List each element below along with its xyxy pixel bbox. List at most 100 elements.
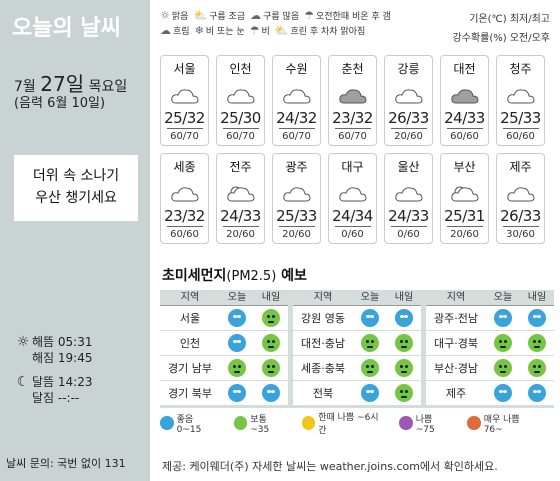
legend-label: 흐린 후 차차 맑아짐 [290, 27, 366, 37]
dust-title-end: 예보 [276, 268, 307, 284]
city-temperature: 24/33 [220, 207, 261, 225]
normal-face-icon [262, 309, 280, 327]
legend-item: ☁ 흐림 [160, 23, 190, 38]
dust-row: 대전·충남 [293, 331, 421, 356]
divider [390, 128, 427, 129]
rain-icon: ☂ [249, 24, 260, 37]
normal-face-icon [528, 359, 546, 377]
cloudy-icon [338, 185, 368, 202]
partly-cloudy-icon [226, 185, 256, 202]
city-name: 제주 [509, 160, 532, 174]
good-face-icon [228, 334, 246, 352]
dust-legend-item: 나쁨 ~75 [399, 412, 453, 435]
lunar-date: (음력 6월 10일) [14, 96, 106, 111]
city-precipitation: 60/60 [170, 229, 199, 240]
dust-title-main: 초미세먼지 [162, 268, 227, 284]
dust-region: 부산·경남 [434, 362, 478, 375]
legend-item: ❄ 비 또는 눈 [195, 23, 245, 38]
clearing-icon: ⛅ [274, 24, 289, 37]
city-precipitation: 20/60 [226, 229, 255, 240]
city-card: 대구 24/34 0/60 [328, 153, 377, 244]
legend-label: 오전한때 비온 후 갬 [315, 12, 391, 22]
divider [334, 226, 371, 227]
dust-header: 지역 오늘 내일 [160, 290, 288, 306]
dust-region: 광주·전남 [434, 312, 478, 325]
dust-row: 경기 남부 [160, 356, 288, 381]
city-precipitation: 60/60 [506, 131, 535, 142]
city-name: 세종 [173, 160, 196, 174]
city-name: 대구 [341, 160, 364, 174]
city-precipitation: 0/60 [341, 229, 364, 240]
face-icon [233, 416, 248, 430]
normal-face-icon [361, 359, 379, 377]
city-card: 인천 25/30 60/70 [216, 55, 265, 146]
dust-region: 인천 [179, 337, 201, 350]
cloudy-icon [282, 185, 312, 202]
partly-cloudy-icon [450, 185, 480, 202]
divider [390, 226, 427, 227]
dust-legend-label: 매우 나쁨 76~ [483, 414, 520, 435]
city-card: 청주 25/33 60/60 [496, 55, 545, 146]
city-card: 대전 24/33 60/60 [440, 55, 489, 146]
divider [446, 128, 483, 129]
city-card: 전주 24/33 20/60 [216, 153, 265, 244]
overcast-icon: ☁ [160, 24, 171, 37]
city-precipitation: 60/70 [282, 131, 311, 142]
dust-row: 경기 북부 [160, 381, 288, 406]
left-panel: 오늘의 날씨 7월 27일 목요일 (음력 6월 10일) 더위 속 소나기 우… [0, 0, 150, 481]
city-name: 서울 [173, 62, 196, 76]
city-temperature: 25/31 [444, 207, 485, 225]
city-temperature: 24/32 [276, 109, 317, 127]
dust-row: 부산·경남 [426, 356, 554, 381]
legend-label: 흐림 [173, 27, 190, 37]
face-icon [467, 416, 481, 430]
dust-header: 지역 오늘 내일 [426, 290, 554, 306]
cloudy-icon [170, 185, 200, 202]
face-icon [301, 416, 316, 430]
dust-region: 강원 영동 [301, 312, 345, 325]
divider [446, 226, 483, 227]
dust-header-region: 지역 [313, 292, 333, 303]
date: 7월 27일 목요일 [14, 68, 127, 97]
city-temperature: 26/33 [500, 207, 541, 225]
good-face-icon [494, 309, 512, 327]
dust-header-region: 지역 [446, 292, 466, 303]
normal-face-icon [228, 359, 246, 377]
weather-notice: 더위 속 소나기 우산 챙기세요 [14, 155, 138, 221]
sun-icon: ☼ [160, 9, 170, 22]
city-card: 울산 24/33 0/60 [384, 153, 433, 244]
dust-header: 지역 오늘 내일 [293, 290, 421, 306]
city-name: 수원 [285, 62, 308, 76]
divider [166, 226, 203, 227]
dust-legend-item: 보통 ~35 [233, 412, 288, 435]
city-name: 인천 [229, 62, 252, 76]
city-precipitation: 20/60 [450, 229, 479, 240]
dust-region: 서울 [179, 312, 201, 325]
divider [502, 226, 539, 227]
city-name: 부산 [453, 160, 476, 174]
city-precipitation: 30/60 [506, 229, 535, 240]
divider [222, 128, 259, 129]
face-icon [399, 416, 413, 430]
good-face-icon [528, 309, 546, 327]
moonset: 달짐 --:-- [32, 391, 80, 405]
city-card: 춘천 23/32 60/70 [328, 55, 377, 146]
good-face-icon [528, 384, 546, 402]
dust-header-tomorrow: 내일 [527, 292, 547, 303]
city-precipitation: 0/60 [397, 229, 420, 240]
date-day: 27일 [40, 72, 85, 96]
city-name: 울산 [397, 160, 420, 174]
dust-header-today: 오늘 [227, 292, 247, 303]
dust-region: 경기 남부 [168, 362, 212, 375]
legend-label: 비 [261, 27, 270, 37]
normal-face-icon [494, 359, 512, 377]
dust-header-tomorrow: 내일 [394, 292, 414, 303]
cloudy-icon [394, 185, 424, 202]
dust-forecast-table: 지역 오늘 내일 서울 인천 경기 남부 경기 북부 지역 오늘 내일 강원 영동 대전·충남 세종·충… [160, 290, 554, 408]
city-precipitation: 60/70 [338, 131, 367, 142]
unit-temperature: 기온(℃) 최저/최고 [469, 14, 550, 25]
source-note: 제공: 케이웨더(주) 자세한 날씨는 weather.joins.com에서 … [162, 460, 498, 473]
dust-row: 광주·전남 [426, 306, 554, 331]
dust-region: 세종·충북 [301, 362, 345, 375]
